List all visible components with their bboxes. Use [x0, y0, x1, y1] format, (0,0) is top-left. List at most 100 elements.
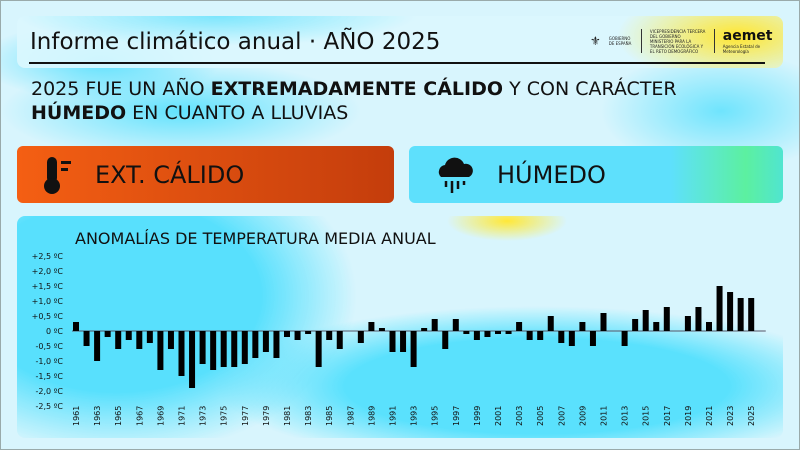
chart-title: ANOMALÍAS DE TEMPERATURA MEDIA ANUAL	[75, 229, 436, 248]
bar-1976	[231, 331, 238, 367]
bar-2004	[526, 331, 533, 340]
headline: 2025 FUE UN AÑO EXTREMADAMENTE CÁLIDO Y …	[31, 77, 771, 125]
x-tick-label: 2017	[663, 406, 672, 426]
bar-1993	[410, 331, 417, 367]
x-tick-label: 1963	[93, 406, 102, 426]
bar-1998	[463, 331, 470, 334]
bar-2003	[516, 322, 523, 331]
bar-1968	[146, 331, 153, 343]
bar-1999	[473, 331, 480, 340]
x-tick-label: 1961	[72, 406, 81, 426]
y-tick-label: -2,0 ºC	[35, 387, 63, 396]
x-tick-label: 1999	[473, 406, 482, 426]
chart-panel: ANOMALÍAS DE TEMPERATURA MEDIA ANUAL +2,…	[17, 216, 783, 438]
bar-1978	[252, 331, 259, 358]
bar-2008	[568, 331, 575, 346]
bar-1963	[94, 331, 101, 361]
bar-2013	[621, 331, 628, 346]
x-tick-label: 1987	[346, 406, 355, 426]
aemet-logo: aemet Agencia Estatal de Meteorología	[723, 28, 783, 54]
y-tick-label: +2,5 ºC	[32, 252, 64, 261]
page-title: Informe climático anual · AÑO 2025	[30, 29, 441, 55]
bar-1990	[378, 328, 385, 331]
y-tick-label: +2,0 ºC	[32, 267, 64, 276]
x-tick-label: 2011	[600, 406, 609, 426]
bar-2014	[632, 319, 639, 331]
bar-1988	[357, 331, 364, 343]
bar-1965	[115, 331, 122, 349]
bar-1969	[157, 331, 164, 370]
x-tick-label: 2013	[621, 406, 630, 426]
anomaly-bar-chart: +2,5 ºC +2,0 ºC +1,5 ºC +1,0 ºC +0,5 ºC 0 ºC -…	[32, 252, 766, 426]
x-tick-label: 1967	[135, 406, 144, 426]
bar-2002	[505, 331, 512, 334]
bar-1981	[284, 331, 290, 337]
x-tick-label: 1965	[114, 406, 123, 426]
gov-logo-text: GOBIERNO DE ESPAÑA	[608, 36, 632, 46]
aemet-subtitle: Agencia Estatal de Meteorología	[722, 44, 761, 54]
precipitation-card: HÚMEDO	[409, 146, 783, 203]
headline-text: 2025 FUE UN AÑO	[31, 78, 211, 100]
x-tick-label: 1975	[220, 406, 229, 426]
bar-2017	[663, 307, 670, 331]
y-tick-label: +0,5 ºC	[32, 312, 64, 321]
bar-1967	[136, 331, 143, 349]
y-tick-label: 0 ºC	[46, 327, 63, 336]
bar-1986	[336, 331, 343, 349]
x-tick-label: 2019	[684, 406, 693, 426]
bar-1995	[431, 319, 438, 331]
temperature-label: EXT. CÁLIDO	[95, 161, 245, 189]
x-tick-label: 2009	[578, 406, 587, 426]
bar-2005	[537, 331, 544, 340]
y-tick-label: +1,0 ºC	[32, 297, 64, 306]
x-tick-label: 1969	[156, 406, 165, 426]
bar-1979	[262, 331, 269, 352]
x-tick-label: 1977	[241, 406, 250, 426]
x-tick-label: 2025	[747, 406, 756, 426]
bar-2000	[484, 331, 491, 337]
rain-cloud-icon	[438, 157, 473, 193]
bar-2007	[558, 331, 565, 343]
bar-2015	[642, 310, 649, 331]
bar-1962	[83, 331, 90, 346]
x-tick-label: 2005	[536, 406, 545, 426]
x-tick-label: 1993	[410, 406, 419, 426]
x-tick-label: 2021	[705, 406, 714, 426]
bar-2025	[748, 298, 755, 331]
x-tick-label: 1973	[199, 406, 208, 426]
headline-bold: HÚMEDO	[31, 102, 127, 124]
headline-text: Y CON CARÁCTER	[503, 78, 677, 100]
ministry-line1: VICEPRESIDENCIA TERCERA DEL GOBIERNO	[649, 28, 706, 39]
headline-text: EN CUANTO A LLUVIAS	[126, 102, 349, 124]
bar-1977	[241, 331, 248, 364]
bar-1994	[421, 328, 428, 331]
y-tick-label: -1,5 ºC	[35, 372, 63, 381]
aemet-logo-text: aemet	[722, 28, 773, 44]
bar-2023	[727, 292, 734, 331]
header: Informe climático anual · AÑO 2025 ⚜ GOB…	[17, 16, 783, 68]
y-tick-label: -0,5 ºC	[35, 342, 63, 351]
bar-1970	[167, 331, 174, 349]
bar-2009	[579, 322, 586, 331]
title-underline	[29, 62, 765, 64]
bar-1980	[273, 331, 280, 358]
y-tick-label: +1,5 ºC	[32, 282, 64, 291]
x-tick-label: 2007	[557, 406, 566, 426]
bar-1996	[442, 331, 449, 349]
x-tick-label: 1971	[178, 406, 187, 426]
bar-2021	[706, 322, 712, 331]
bar-1961	[73, 322, 79, 331]
bar-2010	[589, 331, 596, 346]
y-tick-label: -2,5 ºC	[35, 402, 63, 411]
divider	[713, 29, 715, 53]
x-tick-label: 1979	[262, 406, 271, 426]
x-tick-label: 1985	[325, 406, 334, 426]
bar-2024	[737, 298, 744, 331]
bar-1973	[199, 331, 206, 364]
y-tick-label: -1,0 ºC	[35, 357, 63, 366]
x-tick-label: 1995	[431, 406, 440, 426]
bar-1992	[400, 331, 407, 352]
x-tick-label: 2001	[494, 406, 503, 426]
bar-2019	[684, 316, 691, 331]
